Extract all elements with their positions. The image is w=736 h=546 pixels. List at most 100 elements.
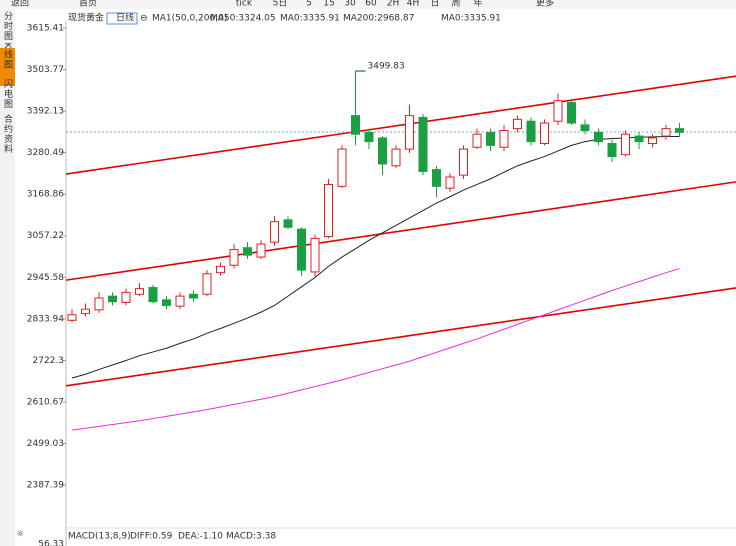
header-text: 日线 [116, 12, 134, 24]
trendline [65, 287, 736, 387]
macd-value: MACD:3.38 [226, 532, 276, 542]
legend-entry: MA0:3335.91 [441, 14, 501, 24]
candle-body [621, 133, 630, 156]
candle-body [202, 273, 212, 295]
candle-body [405, 115, 414, 150]
candle-body [580, 124, 590, 131]
y-tick-label: 3503.77 [27, 65, 64, 75]
candle-body [175, 295, 185, 307]
candle-body [472, 133, 482, 148]
sidebar-tab[interactable]: 分时图 [2, 11, 13, 41]
candle-body [229, 249, 239, 266]
y-tick-label: 2610.67 [27, 397, 64, 407]
macd-value: DEA:-1.10 [178, 532, 223, 542]
candle-body [661, 128, 671, 137]
y-tick-label: 3057.22 [27, 231, 64, 241]
candle-body [432, 169, 441, 187]
candle-body [81, 308, 90, 315]
candle-body [283, 219, 293, 228]
toolbar-button[interactable]: 15 [323, 0, 334, 9]
candle-body [540, 122, 549, 145]
header-text: MA1(50,0,200,0) [152, 14, 227, 24]
header-icon: ⊖ [140, 14, 148, 24]
candle-body [364, 131, 374, 143]
candle-body [634, 135, 644, 143]
y-tick-label: 2499.03 [27, 439, 64, 449]
period-box [106, 12, 138, 25]
trendline [65, 181, 736, 281]
sidebar-tab-active [0, 48, 15, 86]
candle-body [567, 102, 576, 124]
y-tick-label: 3615.41 [27, 23, 64, 33]
header-text: 现货黄金 [68, 12, 104, 24]
y-tick-label: 2833.94 [27, 314, 64, 324]
y-tick-label: 3168.86 [27, 190, 64, 200]
toolbar-button[interactable]: 2H [387, 0, 400, 9]
candle-body [459, 148, 468, 176]
candle-body [378, 137, 387, 165]
candle-body [553, 100, 563, 122]
y-tick-label: 2387.39 [27, 481, 64, 491]
macd-value: DIFF:0.59 [130, 532, 173, 542]
candle-body [189, 293, 198, 299]
candle-body [94, 297, 104, 311]
candle-body [675, 128, 684, 133]
candle-body [445, 176, 455, 189]
candle-body [391, 148, 401, 167]
ma-line [71, 268, 680, 431]
candle-body [162, 299, 171, 306]
candle-body [216, 265, 225, 274]
candle-body [243, 247, 252, 256]
legend-entry: MA50:3324.05 [210, 14, 276, 24]
toolbar-button[interactable]: tick [236, 0, 253, 9]
legend-entry: MA200:2968.87 [343, 14, 414, 24]
toolbar-button[interactable]: 60 [365, 0, 377, 9]
trendline [65, 75, 736, 175]
macd-axis-label: 56.33 [38, 540, 64, 546]
sidebar-tab[interactable]: 闪电图 [2, 79, 13, 109]
toolbar-button[interactable]: 日 [430, 0, 439, 9]
toolbar-button[interactable]: 返回 [11, 0, 29, 9]
candle-body [67, 314, 77, 321]
candle-body [256, 243, 266, 258]
ma-line [71, 135, 680, 379]
settings-icon[interactable]: ☼ [16, 530, 24, 540]
candle-body [121, 291, 131, 303]
toolbar-button[interactable]: 5 [306, 0, 312, 9]
sidebar-tab[interactable]: 合约资料 [2, 113, 13, 154]
toolbar-button[interactable]: 5日 [273, 0, 288, 9]
candle-body [135, 288, 144, 295]
toolbar-button[interactable]: 4H [407, 0, 420, 9]
candle-body [594, 131, 603, 143]
candle-body [108, 295, 117, 303]
toolbar [0, 0, 736, 9]
candle-body [526, 120, 536, 143]
y-tick-label: 2722.3 [33, 356, 65, 366]
candle-body [270, 221, 279, 243]
candle-body [418, 116, 428, 172]
candle-body [499, 129, 509, 148]
legend-entry: MA0:3335.91 [280, 14, 340, 24]
toolbar-button[interactable]: 更多 [536, 0, 554, 9]
toolbar-button[interactable]: 30 [344, 0, 356, 9]
y-tick-label: 3280.49 [27, 148, 64, 158]
toolbar-button[interactable]: 首页 [79, 0, 97, 9]
candle-body [148, 287, 158, 303]
toolbar-button[interactable]: 年 [473, 0, 482, 9]
candle-body [297, 228, 306, 271]
candle-body [607, 143, 617, 158]
candle-body [310, 237, 320, 273]
toolbar-button[interactable]: 周 [451, 0, 460, 9]
candle-body [648, 137, 657, 145]
candle-body [486, 131, 495, 146]
sidebar-tab[interactable]: K线图 [2, 43, 13, 70]
y-tick-label: 3392.13 [27, 107, 64, 117]
candle-body [513, 118, 522, 130]
candle-body [351, 115, 360, 135]
candle-body [324, 183, 333, 238]
max-annotation: 3499.83 [368, 62, 405, 72]
candle-body [337, 148, 347, 187]
macd-label: MACD(13,8,9) [68, 532, 131, 542]
